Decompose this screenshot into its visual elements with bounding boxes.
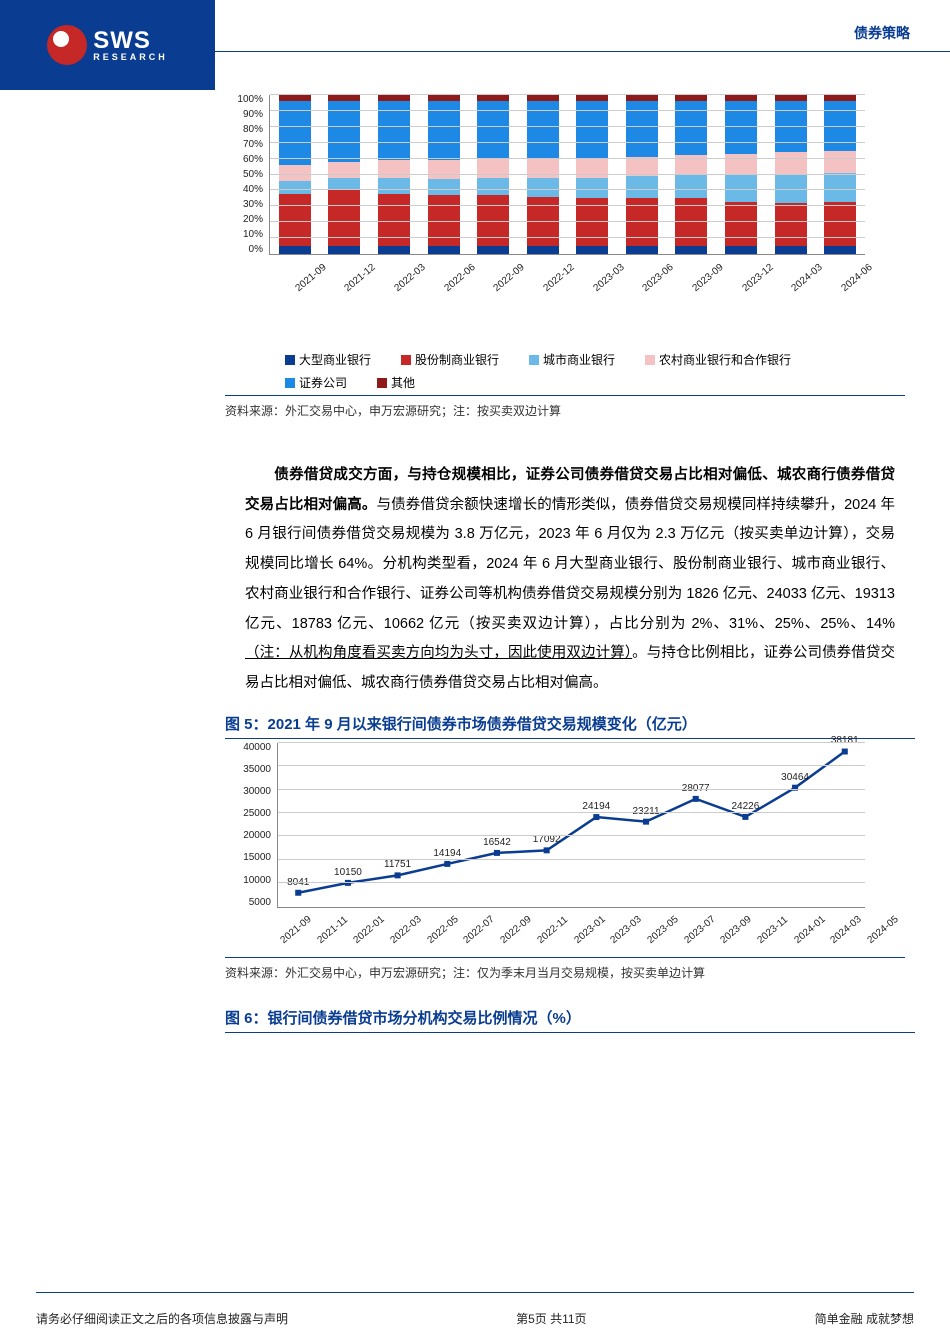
chart-stacked-composition: 0%10%20%30%40%50%60%70%80%90%100% 2021-0… (225, 95, 865, 391)
page-footer: 请务必仔细阅读正文之后的各项信息披露与声明 第5页 共11页 简单金融 成就梦想 (36, 1292, 914, 1344)
header-category: 债券策略 (215, 0, 950, 52)
figure6-title: 图 6：银行间债券借贷市场分机构交易比例情况（%） (225, 1007, 915, 1033)
footer-center: 第5页 共11页 (516, 1310, 586, 1327)
footer-right: 简单金融 成就梦想 (815, 1310, 914, 1327)
chart-line-scale: 500010000150002000025000300003500040000 … (225, 743, 865, 953)
logo-main: SWS (93, 29, 168, 53)
chart2-source: 资料来源：外汇交易中心，申万宏源研究；注：仅为季末月当月交易规模，按买卖单边计算 (215, 958, 915, 983)
logo-block: SWS RESEARCH (0, 0, 215, 90)
p1-note: （注：从机构角度看买卖方向均为头寸，因此使用双边计算） (245, 645, 632, 661)
p1-rest: 与债券借贷余额快速增长的情形类似，债券借贷交易规模同样持续攀升，2024 年 6… (245, 497, 895, 632)
chart1-source: 资料来源：外汇交易中心，申万宏源研究；注：按买卖双边计算 (215, 396, 915, 421)
footer-left: 请务必仔细阅读正文之后的各项信息披露与声明 (36, 1310, 288, 1327)
chart1-legend: 大型商业银行股份制商业银行城市商业银行农村商业银行和合作银行证券公司其他 (285, 351, 825, 391)
page-header: SWS RESEARCH 债券策略 (0, 0, 950, 90)
figure5-title: 图 5：2021 年 9 月以来银行间债券市场债券借贷交易规模变化（亿元） (225, 713, 915, 739)
body-paragraph: 债券借贷成交方面，与持仓规模相比，证券公司债券借贷交易占比相对偏低、城农商行债券… (245, 461, 895, 699)
logo-icon (47, 25, 87, 65)
logo-sub: RESEARCH (93, 53, 168, 62)
